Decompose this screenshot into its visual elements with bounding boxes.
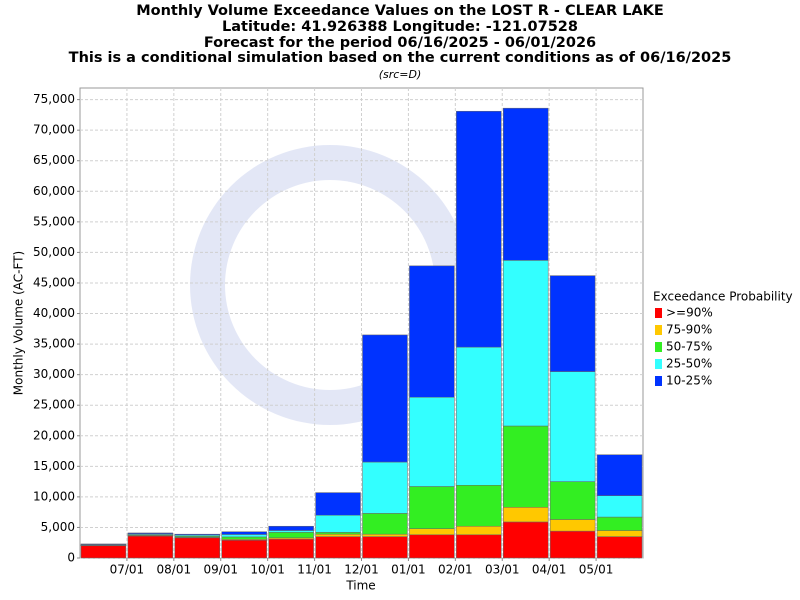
chart-subtitle: Latitude: 41.926388 Longitude: -121.0752…: [222, 19, 578, 35]
bar-segment: [409, 528, 455, 536]
bar-segment: [127, 532, 174, 535]
bar-segment: [456, 485, 502, 527]
bar-segment: [315, 533, 361, 537]
legend-swatch: [655, 325, 662, 335]
bar-segment: [268, 530, 314, 533]
bar-segment: [268, 525, 314, 531]
legend-label: 75-90%: [666, 323, 712, 337]
bar-segment: [503, 507, 549, 523]
bar-segment: [362, 334, 408, 463]
bar-segment: [549, 371, 596, 482]
bar-segment: [596, 495, 643, 518]
bar-segment: [596, 536, 643, 559]
bar-segment: [549, 530, 596, 559]
legend-label: 10-25%: [666, 374, 712, 388]
bar-segment: [174, 537, 220, 559]
x-tick-label: 08/01: [157, 563, 192, 577]
y-tick-label: 30,000: [33, 367, 75, 381]
y-tick-label: 25,000: [33, 398, 75, 412]
bar-segment: [456, 346, 502, 486]
y-tick-label: 15,000: [33, 459, 75, 473]
x-tick-label: 01/01: [391, 563, 426, 577]
bar-segment: [80, 545, 127, 559]
x-tick-label: 12/01: [344, 563, 379, 577]
legend-swatch: [655, 359, 662, 369]
chart-subtitle: Forecast for the period 06/16/2025 - 06/…: [204, 35, 596, 51]
legend-swatch: [655, 342, 662, 352]
bar-segment: [409, 534, 455, 559]
x-axis-label: Time: [345, 579, 375, 593]
bar-segment: [315, 514, 361, 533]
bar-segment: [596, 530, 643, 537]
bar-segment: [268, 538, 314, 559]
x-tick-label: 09/01: [203, 563, 238, 577]
y-tick-label: 40,000: [33, 306, 75, 320]
y-tick-label: 0: [67, 551, 75, 565]
y-axis-label: Monthly Volume (AC-FT): [12, 251, 26, 395]
bar-segment: [362, 461, 408, 514]
legend-label: 50-75%: [666, 340, 712, 354]
y-tick-label: 55,000: [33, 214, 75, 228]
bar-segment: [221, 531, 267, 535]
bar-segment: [549, 481, 596, 520]
x-tick-label: 04/01: [532, 563, 567, 577]
x-tick-label: 05/01: [579, 563, 614, 577]
legend-title: Exceedance Probability: [653, 290, 793, 304]
bar-segment: [549, 519, 596, 532]
x-tick-label: 10/01: [250, 563, 285, 577]
chart-title: Monthly Volume Exceedance Values on the …: [136, 3, 664, 19]
chart-subtitle: This is a conditional simulation based o…: [69, 50, 732, 66]
bar-segment: [221, 540, 267, 559]
bar-segment: [409, 265, 455, 398]
x-tick-label: 03/01: [485, 563, 520, 577]
y-tick-label: 5,000: [41, 520, 75, 534]
y-tick-label: 10,000: [33, 489, 75, 503]
bar-segment: [315, 536, 361, 559]
bar-segment: [315, 492, 361, 516]
bar-segment: [221, 536, 267, 540]
legend-label: 25-50%: [666, 357, 712, 371]
bar-segment: [596, 516, 643, 531]
bar-segment: [409, 486, 455, 529]
y-tick-label: 45,000: [33, 275, 75, 289]
y-tick-label: 75,000: [33, 92, 75, 106]
y-tick-label: 65,000: [33, 153, 75, 167]
bar-segment: [503, 425, 549, 508]
source-note: (src=D): [379, 68, 422, 81]
bar-segment: [456, 534, 502, 559]
y-tick-label: 60,000: [33, 184, 75, 198]
bar-segment: [596, 454, 643, 496]
bar-segment: [362, 513, 408, 535]
bar-segment: [503, 107, 549, 261]
bar-segment: [456, 525, 502, 536]
y-tick-label: 35,000: [33, 337, 75, 351]
bar-segment: [456, 110, 502, 348]
bar-segment: [221, 534, 267, 538]
bar-segment: [362, 533, 408, 537]
legend-label: >=90%: [666, 306, 713, 320]
bar-segment: [315, 532, 361, 535]
bar-segment: [80, 543, 127, 545]
bar-segment: [174, 533, 220, 536]
legend-swatch: [655, 376, 662, 386]
y-tick-label: 50,000: [33, 245, 75, 259]
x-tick-label: 11/01: [297, 563, 332, 577]
bar-segment: [127, 535, 174, 559]
bar-segment: [549, 275, 596, 372]
bar-segment: [362, 536, 408, 559]
bar-segment: [409, 397, 455, 487]
bar-segment: [503, 260, 549, 427]
y-tick-label: 20,000: [33, 428, 75, 442]
bar-segment: [503, 521, 549, 559]
x-tick-label: 07/01: [110, 563, 145, 577]
bar-segment: [268, 532, 314, 539]
y-tick-label: 70,000: [33, 123, 75, 137]
x-tick-label: 02/01: [438, 563, 473, 577]
legend-swatch: [655, 308, 662, 318]
